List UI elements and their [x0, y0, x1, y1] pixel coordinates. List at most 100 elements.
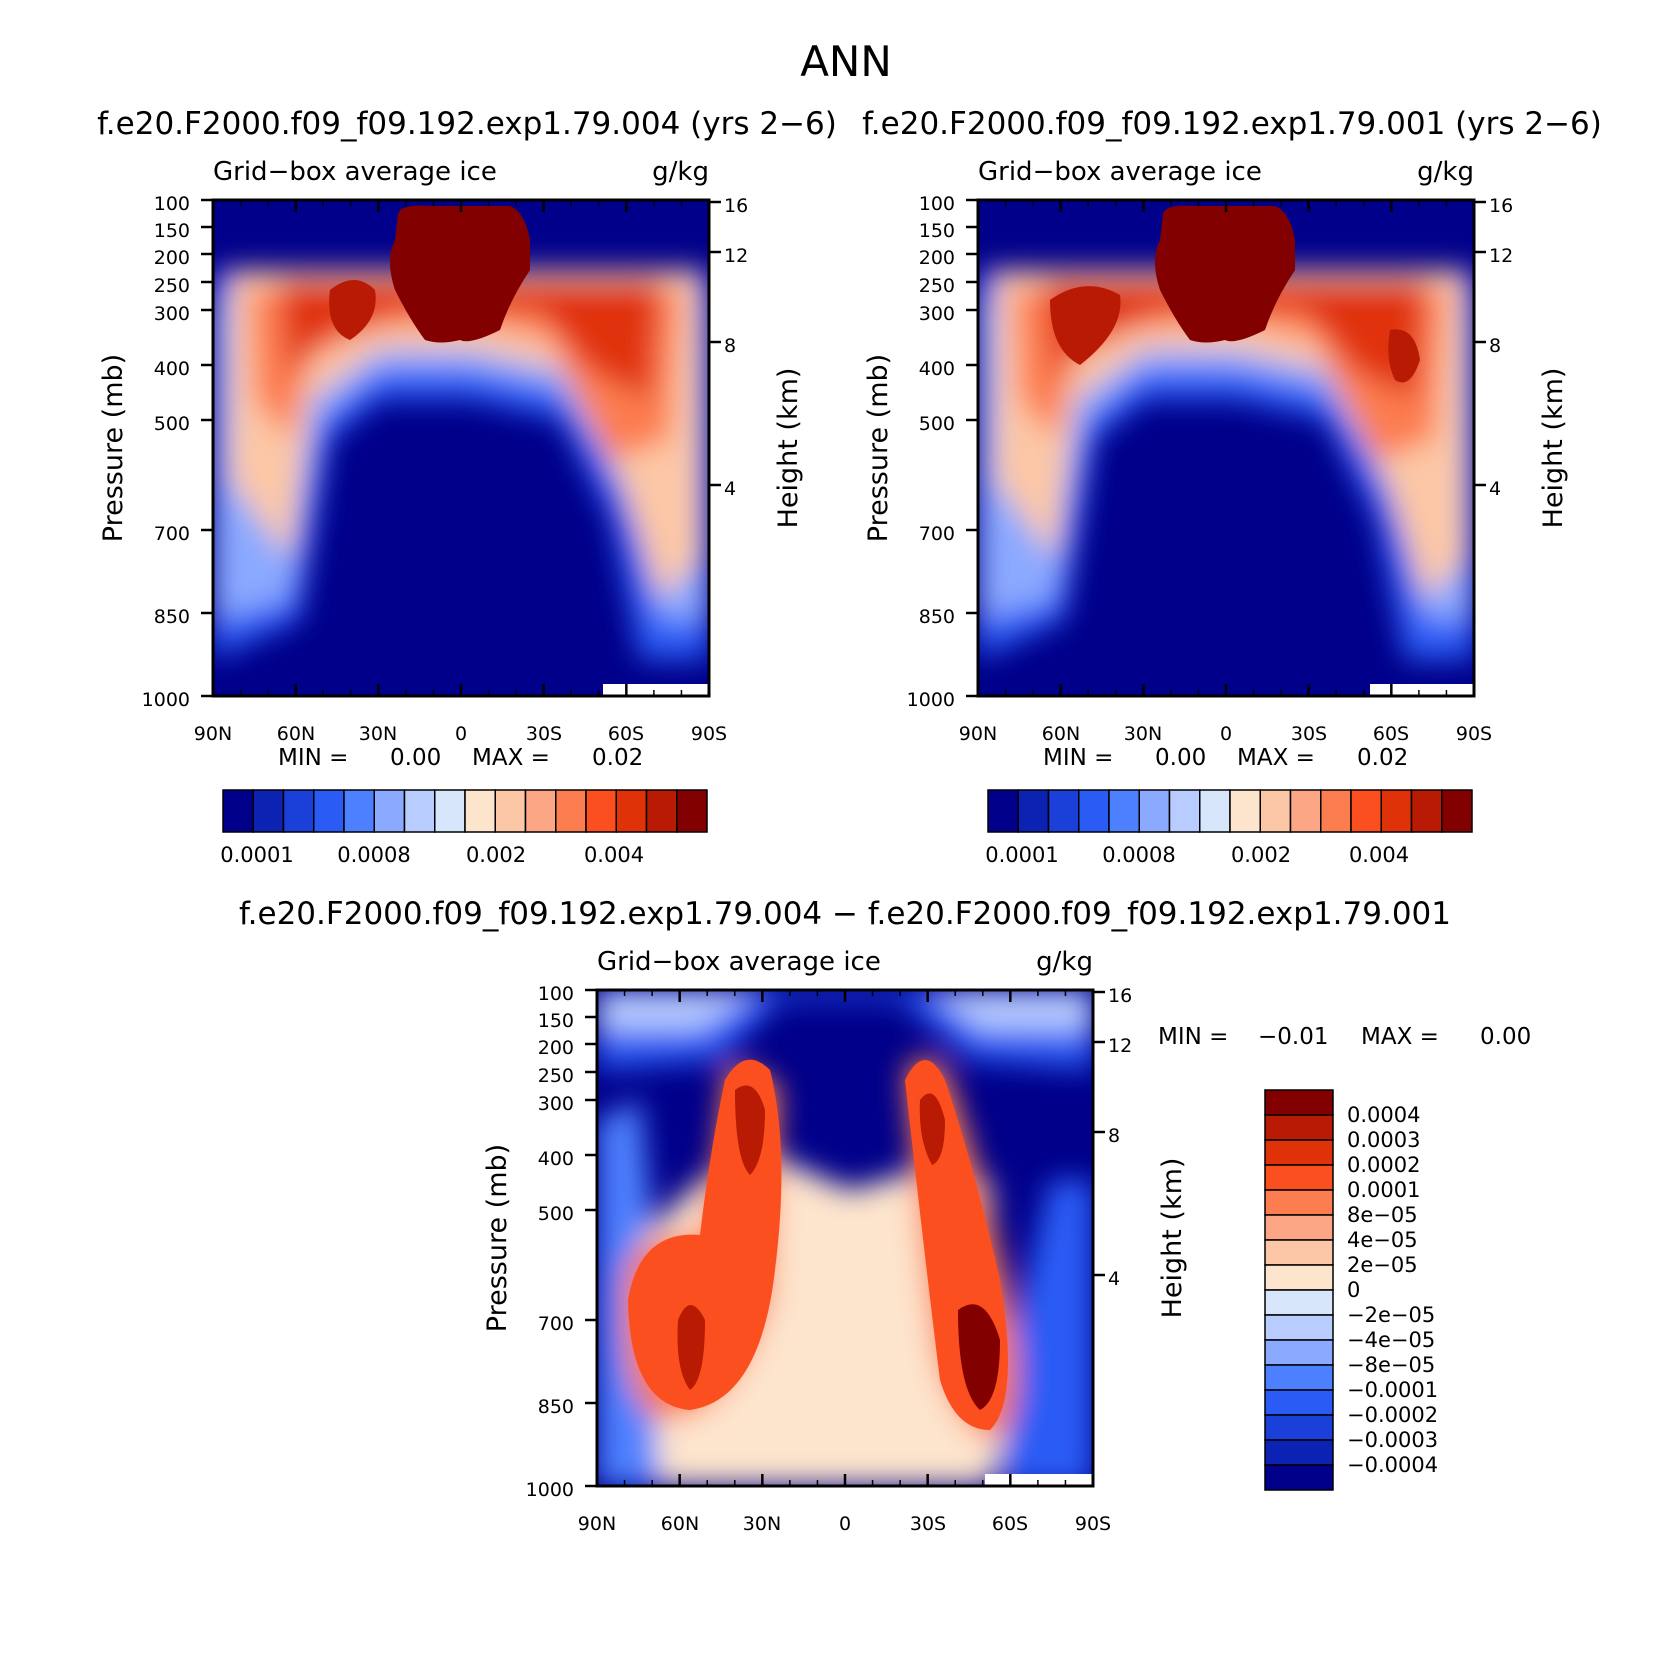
panel-diff-min-value: −0.01	[1258, 1024, 1328, 1050]
ytick-label: 700	[154, 523, 190, 545]
xtick-label: 0	[839, 1513, 851, 1535]
ytick-label: 200	[538, 1037, 574, 1059]
ytick-label: 250	[919, 275, 955, 297]
panel-left-colorbar-labels: 0.0001 0.0008 0.002 0.004	[220, 843, 644, 867]
red-band	[1045, 280, 1425, 400]
xtick-label: 90S	[691, 723, 727, 745]
colorbar-swatch	[1264, 1214, 1334, 1241]
panel-left-ylabel: Pressure (mb)	[98, 354, 129, 542]
ytick-label: 500	[154, 413, 190, 435]
panel-diff-y2label: Height (km)	[1157, 1158, 1188, 1319]
panel-left-colorbar	[222, 789, 708, 833]
colorbar-swatch	[1264, 1339, 1334, 1366]
colorbar-label: −2e−05	[1347, 1303, 1435, 1327]
ytick-label: 850	[154, 606, 190, 628]
colorbar-swatch	[1350, 789, 1382, 833]
colorbar-swatch	[1108, 789, 1140, 833]
panel-right-max-value: 0.02	[1357, 745, 1408, 771]
y2tick-label: 8	[1489, 335, 1501, 357]
colorbar-swatch	[1264, 1314, 1334, 1341]
panel-left-min-label: MIN =	[278, 745, 348, 771]
colorbar-swatch	[1264, 1164, 1334, 1191]
xtick-label: 30N	[743, 1513, 781, 1535]
ytick-label: 300	[154, 303, 190, 325]
panel-diff-ylabel: Pressure (mb)	[482, 1144, 513, 1332]
panel-left-field	[213, 200, 709, 696]
colorbar-swatch	[1380, 789, 1413, 833]
colorbar-label: −0.0001	[1347, 1378, 1438, 1402]
colorbar-swatch	[373, 789, 406, 833]
panel-left-variable-label: Grid−box average ice	[213, 157, 497, 187]
ytick-label: 400	[538, 1148, 574, 1170]
dark-right-core-upper	[919, 1093, 945, 1165]
colorbar-label: 8e−05	[1347, 1203, 1418, 1227]
xtick-label: 60N	[661, 1513, 699, 1535]
colorbar-label: 0.0003	[1347, 1128, 1420, 1152]
colorbar-swatch	[1264, 1239, 1334, 1266]
dark-right-core-lower	[958, 1304, 1000, 1410]
xtick-label: 60N	[1042, 723, 1080, 745]
colorbar-swatch	[645, 789, 678, 833]
dark-lobe-north	[329, 280, 376, 340]
blue-lower-right	[1000, 1180, 1093, 1486]
panel-right-max-label: MAX =	[1237, 745, 1315, 771]
dark-lobe-north	[1050, 286, 1121, 365]
colorbar-swatch	[1264, 1139, 1334, 1166]
y2tick-label: 8	[724, 335, 736, 357]
ytick-label: 300	[538, 1093, 574, 1115]
ytick-label: 400	[154, 358, 190, 380]
xtick-label: 90N	[194, 723, 232, 745]
y2tick-label: 16	[724, 195, 748, 217]
colorbar-swatch	[1047, 789, 1080, 833]
ytick-label: 1000	[142, 689, 190, 711]
y2tick-label: 4	[1489, 478, 1501, 500]
ytick-label: 1000	[526, 1479, 574, 1501]
panel-right-variable-label: Grid−box average ice	[978, 157, 1262, 187]
xtick-label: 30S	[1291, 723, 1327, 745]
colorbar-swatch	[1259, 789, 1292, 833]
ytick-label: 400	[919, 358, 955, 380]
colorbar-swatch	[1264, 1364, 1334, 1391]
panel-diff-colorbar	[1264, 1089, 1334, 1491]
panel-left-y2ticks: 16 12 8 4	[724, 195, 748, 500]
panel-left-y2label: Height (km)	[773, 368, 804, 529]
panel-right-y2ticks: 16 12 8 4	[1489, 195, 1513, 500]
panel-diff: f.e20.F2000.f09_f09.192.exp1.79.004 − f.…	[239, 896, 1531, 1535]
colorbar-swatch	[282, 789, 315, 833]
y2tick-label: 16	[1489, 195, 1513, 217]
y2tick-label: 4	[724, 478, 736, 500]
colorbar-label: −0.0003	[1347, 1428, 1438, 1452]
ytick-label: 700	[919, 523, 955, 545]
axis-tick-marks	[966, 198, 1486, 698]
y2tick-label: 12	[1489, 245, 1513, 267]
colorbar-swatch	[1441, 789, 1473, 833]
colorbar-label: 0.002	[1231, 843, 1291, 867]
panel-diff-max-label: MAX =	[1361, 1024, 1439, 1050]
colorbar-swatch	[1264, 1464, 1334, 1491]
panel-diff-min-label: MIN =	[1158, 1024, 1228, 1050]
ytick-label: 150	[154, 220, 190, 242]
dark-core	[1155, 205, 1295, 343]
ytick-label: 100	[154, 193, 190, 215]
xtick-label: 60S	[608, 723, 644, 745]
panel-right: f.e20.F2000.f09_f09.192.exp1.79.001 (yrs…	[862, 106, 1602, 867]
colorbar-swatch	[1264, 1089, 1334, 1116]
xtick-label: 90N	[959, 723, 997, 745]
colorbar-swatch	[403, 789, 436, 833]
y2tick-label: 12	[1108, 1035, 1132, 1057]
colorbar-swatch	[1264, 1289, 1334, 1316]
panel-right-min-label: MIN =	[1043, 745, 1113, 771]
colorbar-swatch	[987, 789, 1019, 833]
ytick-label: 200	[919, 247, 955, 269]
colorbar-swatch	[1264, 1114, 1334, 1141]
panel-left-units-label: g/kg	[652, 157, 709, 187]
panel-left-title: f.e20.F2000.f09_f09.192.exp1.79.004 (yrs…	[97, 106, 837, 142]
colorbar-label: −0.0002	[1347, 1403, 1438, 1427]
ytick-label: 150	[919, 220, 955, 242]
colorbar-swatch	[1078, 789, 1110, 833]
xtick-label: 0	[1220, 723, 1232, 745]
panel-right-yticks: 100 150 200 250 300 400 500 700 850 1000	[907, 193, 955, 711]
ytick-label: 100	[538, 983, 574, 1005]
colorbar-swatch	[524, 789, 557, 833]
